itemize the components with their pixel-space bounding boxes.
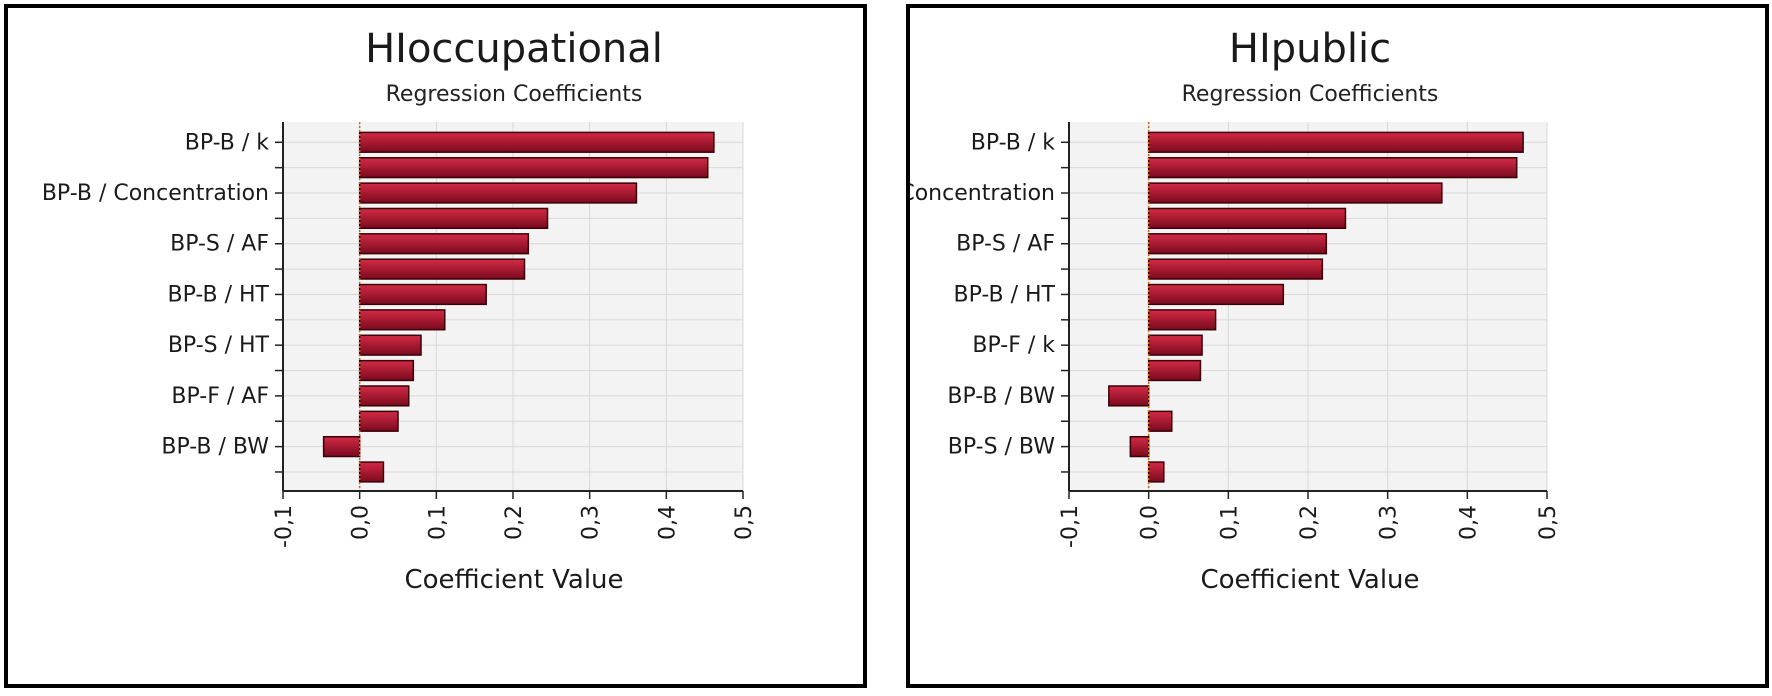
bar (1147, 461, 1165, 483)
bar (358, 283, 487, 306)
y-tick-label: BP-B / k (971, 130, 1056, 155)
bar (1147, 182, 1443, 204)
chart-svg-hipublic: BP-B / k BP-B / Concentration BP-S / AF BP-… (910, 26, 1561, 595)
bar (1147, 283, 1285, 306)
bar (1147, 410, 1173, 432)
bar (358, 131, 715, 153)
bar (358, 258, 526, 280)
x-axis-title: Coefficient Value (404, 565, 623, 595)
x-tick-label: 0,3 (1377, 505, 1402, 540)
bar (1147, 157, 1518, 179)
bar (1147, 359, 1202, 382)
chart-panel-hioccupational: BP-B / k BP-B / Concentration BP-S / AF BP-… (4, 4, 867, 688)
y-tick-label: BP-S / BW (948, 435, 1055, 460)
chart-subtitle: Regression Coefficients (386, 82, 643, 107)
x-tick-label: -0,1 (272, 505, 297, 548)
bar (358, 207, 549, 230)
y-tick-label: BP-F / k (972, 333, 1055, 358)
chart-svg-hioccupational: BP-B / k BP-B / Concentration BP-S / AF BP-… (42, 26, 757, 595)
y-tick-label: BP-B / Concentration (910, 181, 1055, 206)
chart-title: HIpublic (1229, 26, 1391, 72)
y-tick-label: BP-B / k (185, 130, 270, 155)
x-tick-label: 0,5 (1536, 505, 1561, 540)
bar (1147, 258, 1324, 280)
chart-subtitle: Regression Coefficients (1182, 82, 1439, 107)
bar (1147, 233, 1328, 255)
bar (358, 359, 415, 382)
y-tick-label: BP-S / AF (170, 232, 269, 257)
x-tick-label: -0,1 (1058, 505, 1083, 548)
y-tick-label: BP-B / HT (167, 282, 269, 307)
bar (358, 410, 399, 432)
bar (358, 385, 410, 407)
bar (358, 182, 638, 204)
y-tick-label: BP-B / HT (953, 282, 1055, 307)
bar (1147, 309, 1217, 331)
y-tick-label: BP-B / BW (161, 435, 269, 460)
x-tick-label: 0,0 (349, 505, 374, 540)
chart-title: HIoccupational (365, 26, 663, 72)
y-tick-label: BP-B / BW (947, 384, 1055, 409)
x-axis-title: Coefficient Value (1200, 565, 1419, 595)
bar (358, 309, 446, 331)
bar (1147, 207, 1347, 230)
x-tick-label: 0,1 (425, 505, 450, 540)
bar (322, 435, 361, 458)
x-tick-label: 0,4 (655, 505, 680, 540)
x-tick-label: 0,4 (1456, 505, 1481, 540)
chart-panel-hipublic: BP-B / k BP-B / Concentration BP-S / AF BP-… (906, 4, 1769, 688)
x-tick-label: 0,1 (1217, 505, 1242, 540)
x-tick-label: 0,0 (1138, 505, 1163, 540)
x-tick-label: 0,3 (579, 505, 604, 540)
bar (1108, 385, 1150, 407)
y-tick-label: BP-F / AF (171, 384, 269, 409)
x-tick-label: 0,2 (1297, 505, 1322, 540)
bar (1147, 334, 1203, 356)
bar (1129, 435, 1150, 458)
x-tick-label: 0,5 (732, 505, 757, 540)
bar (358, 334, 422, 356)
bar (358, 461, 385, 483)
y-tick-label: BP-S / HT (168, 333, 270, 358)
bar (1147, 131, 1524, 153)
x-tick-label: 0,2 (502, 505, 527, 540)
bar (358, 157, 709, 179)
y-tick-label: BP-S / AF (956, 232, 1055, 257)
bar (358, 233, 530, 255)
y-tick-label: BP-B / Concentration (42, 181, 269, 206)
